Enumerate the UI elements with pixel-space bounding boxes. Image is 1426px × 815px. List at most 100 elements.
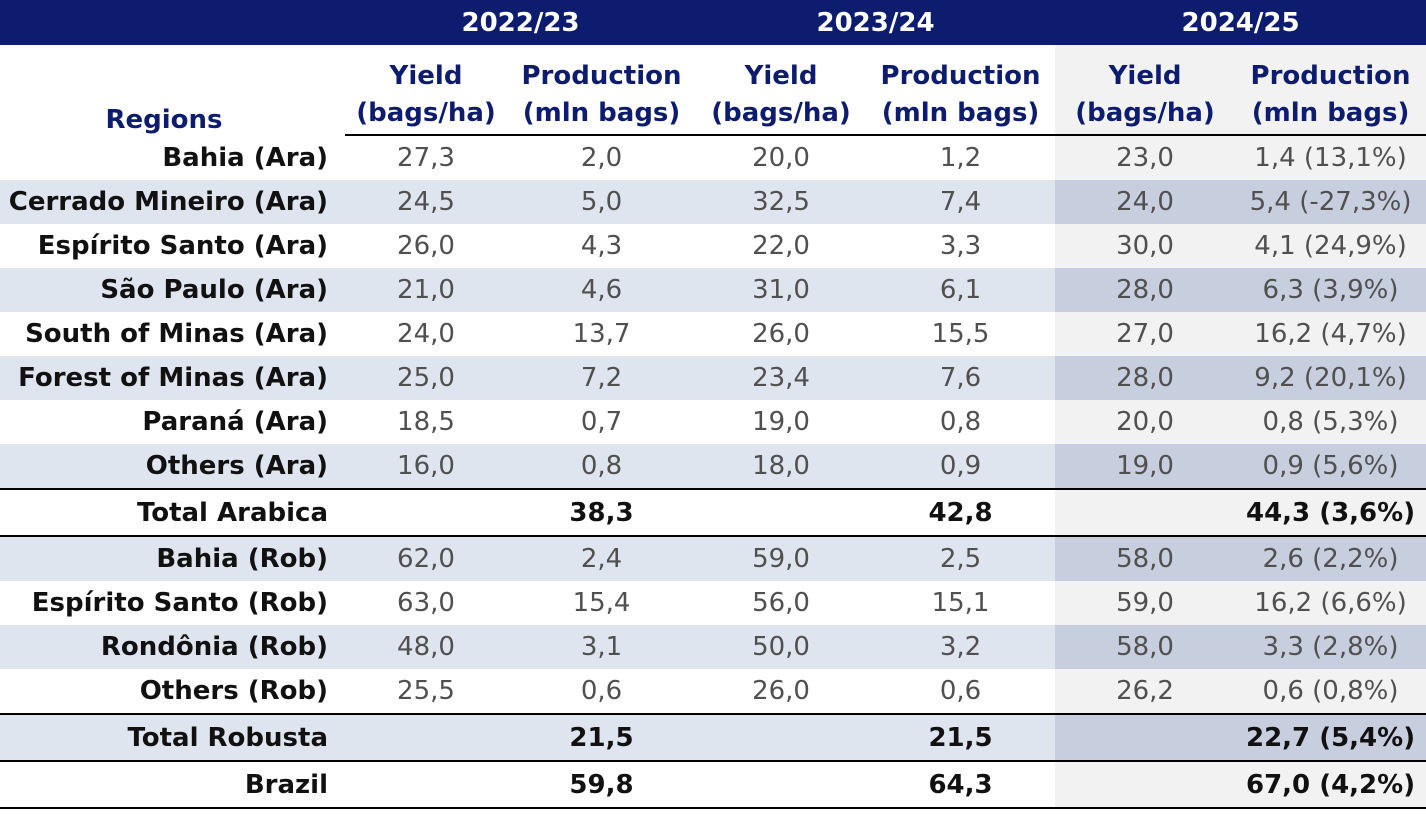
- empty-cell: [345, 761, 507, 809]
- total-production-cell: 38,3: [507, 488, 697, 537]
- production-cell: 3,1: [507, 625, 697, 669]
- empty-cell: [345, 713, 507, 762]
- production-header-2024-25: Production: [1235, 45, 1426, 91]
- production-cell: 7,4: [866, 180, 1056, 224]
- region-name: Cerrado Mineiro (Ara): [0, 180, 345, 224]
- production-cell: 9,2 (20,1%): [1235, 356, 1426, 400]
- yield-unit-2024-25: (bags/ha): [1055, 91, 1236, 136]
- table-row: South of Minas (Ara) 24,0 13,7 26,0 15,5…: [0, 312, 1426, 356]
- table-row: Cerrado Mineiro (Ara) 24,5 5,0 32,5 7,4 …: [0, 180, 1426, 224]
- empty-cell: [1055, 488, 1236, 537]
- production-cell: 5,4 (-27,3%): [1235, 180, 1426, 224]
- yield-cell: 21,0: [345, 268, 507, 312]
- total-arabica-row: Total Arabica 38,3 42,8 44,3 (3,6%): [0, 488, 1426, 537]
- table-row: Others (Rob) 25,5 0,6 26,0 0,6 26,2 0,6 …: [0, 669, 1426, 714]
- production-cell: 3,3 (2,8%): [1235, 625, 1426, 669]
- production-cell: 7,6: [866, 356, 1056, 400]
- column-header-row-2: (bags/ha) (mln bags) (bags/ha) (mln bags…: [0, 91, 1426, 136]
- production-cell: 0,6: [866, 669, 1056, 714]
- yield-cell: 22,0: [696, 224, 867, 268]
- empty-cell: [696, 761, 867, 809]
- table-row: Bahia (Ara) 27,3 2,0 20,0 1,2 23,0 1,4 (…: [0, 135, 1426, 180]
- yield-cell: 62,0: [345, 536, 507, 581]
- region-name: Bahia (Ara): [0, 135, 345, 180]
- production-cell: 1,4 (13,1%): [1235, 135, 1426, 180]
- production-cell: 4,1 (24,9%): [1235, 224, 1426, 268]
- yield-cell: 16,0: [345, 444, 507, 489]
- table-row: Espírito Santo (Rob) 63,0 15,4 56,0 15,1…: [0, 581, 1426, 625]
- yield-cell: 58,0: [1055, 625, 1236, 669]
- total-production-cell: 67,0 (4,2%): [1235, 761, 1426, 809]
- region-name: Others (Ara): [0, 444, 345, 489]
- empty-cell: [696, 488, 867, 537]
- production-cell: 5,0: [507, 180, 697, 224]
- yield-cell: 23,4: [696, 356, 867, 400]
- yield-cell: 58,0: [1055, 536, 1236, 581]
- total-robusta-row: Total Robusta 21,5 21,5 22,7 (5,4%): [0, 713, 1426, 762]
- yield-cell: 18,5: [345, 400, 507, 444]
- production-cell: 0,6: [507, 669, 697, 714]
- yield-cell: 63,0: [345, 581, 507, 625]
- region-name: Espírito Santo (Ara): [0, 224, 345, 268]
- production-cell: 6,1: [866, 268, 1056, 312]
- yield-cell: 25,5: [345, 669, 507, 714]
- yield-cell: 27,3: [345, 135, 507, 180]
- region-name: Espírito Santo (Rob): [0, 581, 345, 625]
- yield-header-2022-23: Yield: [345, 45, 507, 91]
- year-header-2022-23: 2022/23: [345, 0, 697, 45]
- yield-cell: 18,0: [696, 444, 867, 489]
- yield-header-2023-24: Yield: [696, 45, 867, 91]
- table-row: Rondônia (Rob) 48,0 3,1 50,0 3,2 58,0 3,…: [0, 625, 1426, 669]
- production-cell: 16,2 (6,6%): [1235, 581, 1426, 625]
- production-header-2023-24: Production: [866, 45, 1056, 91]
- total-production-cell: 64,3: [866, 761, 1056, 809]
- production-cell: 0,9 (5,6%): [1235, 444, 1426, 489]
- total-production-cell: 22,7 (5,4%): [1235, 713, 1426, 762]
- year-header-row: 2022/23 2023/24 2024/25: [0, 0, 1426, 45]
- table-row: São Paulo (Ara) 21,0 4,6 31,0 6,1 28,0 6…: [0, 268, 1426, 312]
- yield-cell: 27,0: [1055, 312, 1236, 356]
- region-name: Forest of Minas (Ara): [0, 356, 345, 400]
- year-header-2024-25: 2024/25: [1055, 0, 1426, 45]
- production-cell: 2,4: [507, 536, 697, 581]
- production-cell: 1,2: [866, 135, 1056, 180]
- yield-cell: 24,5: [345, 180, 507, 224]
- region-name: Paraná (Ara): [0, 400, 345, 444]
- total-arabica-label: Total Arabica: [0, 488, 345, 537]
- total-production-cell: 42,8: [866, 488, 1056, 537]
- production-cell: 0,8: [507, 444, 697, 489]
- empty-cell: [696, 713, 867, 762]
- production-cell: 2,0: [507, 135, 697, 180]
- yield-cell: 50,0: [696, 625, 867, 669]
- yield-cell: 26,0: [696, 669, 867, 714]
- production-cell: 15,5: [866, 312, 1056, 356]
- region-name: Others (Rob): [0, 669, 345, 714]
- yield-cell: 20,0: [1055, 400, 1236, 444]
- production-cell: 0,8: [866, 400, 1056, 444]
- production-cell: 4,6: [507, 268, 697, 312]
- production-cell: 13,7: [507, 312, 697, 356]
- table-row: Others (Ara) 16,0 0,8 18,0 0,9 19,0 0,9 …: [0, 444, 1426, 489]
- empty-cell: [1055, 713, 1236, 762]
- yield-cell: 23,0: [1055, 135, 1236, 180]
- production-cell: 3,3: [866, 224, 1056, 268]
- yield-unit-2022-23: (bags/ha): [345, 91, 507, 136]
- total-production-cell: 21,5: [866, 713, 1056, 762]
- production-cell: 0,8 (5,3%): [1235, 400, 1426, 444]
- table-row: Espírito Santo (Ara) 26,0 4,3 22,0 3,3 3…: [0, 224, 1426, 268]
- production-cell: 3,2: [866, 625, 1056, 669]
- yield-cell: 26,0: [696, 312, 867, 356]
- table-row: Paraná (Ara) 18,5 0,7 19,0 0,8 20,0 0,8 …: [0, 400, 1426, 444]
- regions-header: Regions: [0, 45, 345, 135]
- production-cell: 2,6 (2,2%): [1235, 536, 1426, 581]
- region-name: São Paulo (Ara): [0, 268, 345, 312]
- total-robusta-label: Total Robusta: [0, 713, 345, 762]
- empty-cell: [345, 488, 507, 537]
- yield-cell: 28,0: [1055, 356, 1236, 400]
- yield-cell: 25,0: [345, 356, 507, 400]
- total-production-cell: 44,3 (3,6%): [1235, 488, 1426, 537]
- production-unit-2024-25: (mln bags): [1235, 91, 1426, 136]
- production-cell: 2,5: [866, 536, 1056, 581]
